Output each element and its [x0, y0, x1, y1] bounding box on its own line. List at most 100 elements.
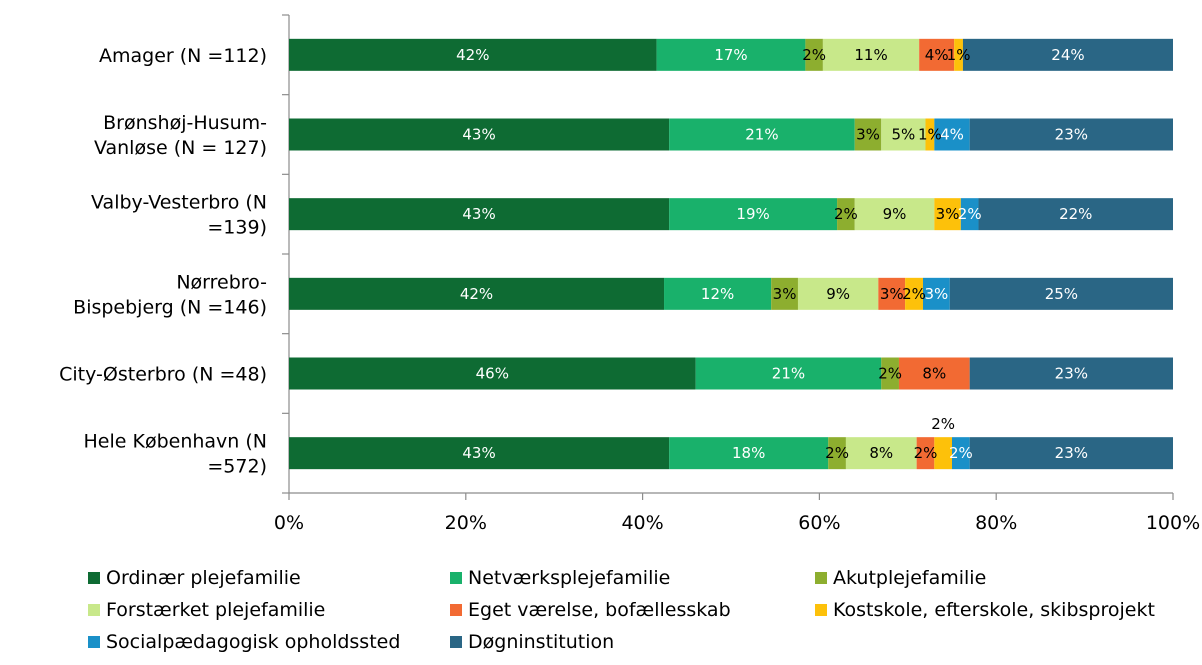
data-label: 3% — [773, 285, 797, 303]
data-label: 3% — [936, 205, 960, 223]
data-label: 46% — [476, 365, 509, 383]
legend-label: Døgninstitution — [468, 631, 614, 653]
legend-label: Socialpædagogisk opholdssted — [106, 631, 400, 653]
bar-segment — [289, 38, 657, 71]
data-label: 21% — [745, 126, 778, 144]
bar-segment — [695, 357, 882, 390]
category-label: City-Østerbro (N =48) — [59, 364, 267, 386]
legend-swatch — [815, 604, 827, 616]
category-label: Valby-Vesterbro (N =139) — [91, 192, 267, 239]
legend: Ordinær plejefamilie Netværksplejefamilie… — [88, 567, 1155, 653]
bar-segment — [289, 357, 696, 390]
bar-labels: 42% 17% 2% 11% 4%1% 24%43% 21% 3% 5% 1%4% 23%43% 19… — [456, 46, 1092, 462]
data-label: 43% — [462, 205, 495, 223]
data-label: 9% — [826, 285, 850, 303]
data-label: 2% — [834, 205, 858, 223]
bar-segment — [822, 38, 920, 71]
category-label: Nørrebro-Bispebjerg (N =146) — [73, 271, 267, 318]
x-tick-label: 40% — [621, 512, 663, 534]
data-label: 19% — [736, 205, 769, 223]
bar-segment — [934, 118, 970, 151]
data-label: 21% — [772, 365, 805, 383]
data-label: 42% — [456, 46, 489, 64]
bar-segment — [969, 437, 1173, 470]
bar-segment — [664, 277, 772, 310]
data-label: 12% — [701, 285, 734, 303]
legend-swatch — [450, 572, 462, 584]
data-label: 9% — [883, 205, 907, 223]
data-label: 18% — [732, 444, 765, 462]
bar-segment — [881, 118, 926, 151]
bar-segment — [669, 437, 829, 470]
data-label: 2% — [878, 365, 902, 383]
legend-label: Ordinær plejefamilie — [106, 567, 301, 589]
data-label: 4% — [940, 126, 964, 144]
legend-swatch — [88, 572, 100, 584]
data-label: 2% — [825, 444, 849, 462]
bar-segment — [925, 118, 935, 151]
category-labels: Amager (N =112) Brønshøj-Husum-Vanløse (N… — [59, 45, 267, 478]
x-tick-label: 80% — [975, 512, 1017, 534]
data-label: 8% — [922, 365, 946, 383]
bar-segment — [898, 357, 970, 390]
data-label: 1% — [918, 126, 942, 144]
bar-segment — [949, 277, 1173, 310]
bar-segment — [919, 38, 955, 71]
legend-label: Kostskole, efterskole, skibsprojekt — [833, 599, 1155, 621]
bar-segment — [952, 437, 970, 470]
data-label: 23% — [1055, 365, 1088, 383]
data-label: 22% — [1059, 205, 1092, 223]
legend-swatch — [88, 636, 100, 648]
data-label: 1% — [947, 46, 971, 64]
legend-swatch — [450, 604, 462, 616]
bar-segment — [969, 118, 1173, 151]
bar-segment — [289, 118, 670, 151]
bar-segment — [771, 277, 798, 310]
bar-segment — [845, 437, 917, 470]
x-tick-label: 20% — [445, 512, 487, 534]
x-tick-label: 0% — [274, 512, 304, 534]
data-label: 2% — [958, 205, 982, 223]
data-label: 11% — [854, 46, 887, 64]
bar-segment — [934, 198, 961, 231]
bar-segment — [656, 38, 806, 71]
data-label: 43% — [462, 126, 495, 144]
bars — [289, 38, 1173, 470]
data-label: 24% — [1051, 46, 1084, 64]
bar-segment — [969, 357, 1173, 390]
bar-segment — [962, 38, 1173, 71]
legend-label: Netværksplejefamilie — [468, 567, 670, 589]
bar-segment — [805, 38, 823, 71]
bar-segment — [916, 437, 935, 470]
bar-segment — [854, 198, 935, 231]
data-label: 2% — [902, 285, 926, 303]
legend-swatch — [88, 604, 100, 616]
bar-segment — [828, 437, 846, 470]
legend-swatch — [815, 572, 827, 584]
data-label: 3% — [856, 126, 880, 144]
bar-segment — [837, 198, 855, 231]
bar-segment — [289, 198, 670, 231]
legend-label: Akutplejefamilie — [833, 567, 986, 589]
bar-segment — [289, 437, 670, 470]
category-label: Brønshøj-Husum-Vanløse (N = 127) — [94, 112, 267, 159]
data-label: 2% — [914, 444, 938, 462]
data-label: 42% — [460, 285, 493, 303]
bar-segment — [669, 198, 838, 231]
data-label: 3% — [880, 285, 904, 303]
category-label: Hele København (N =572) — [84, 431, 268, 478]
bar-segment — [922, 277, 950, 310]
bar-segment — [934, 437, 952, 470]
legend-label: Forstærket plejefamilie — [106, 599, 325, 621]
bar-segment — [978, 198, 1173, 231]
bar-segment — [960, 198, 979, 231]
data-label: 23% — [1055, 444, 1088, 462]
data-label: 17% — [714, 46, 747, 64]
data-label: 23% — [1055, 126, 1088, 144]
bar-segment — [669, 118, 855, 151]
bar-segment — [905, 277, 923, 310]
data-label: 2% — [949, 444, 973, 462]
bar-segment — [881, 357, 899, 390]
